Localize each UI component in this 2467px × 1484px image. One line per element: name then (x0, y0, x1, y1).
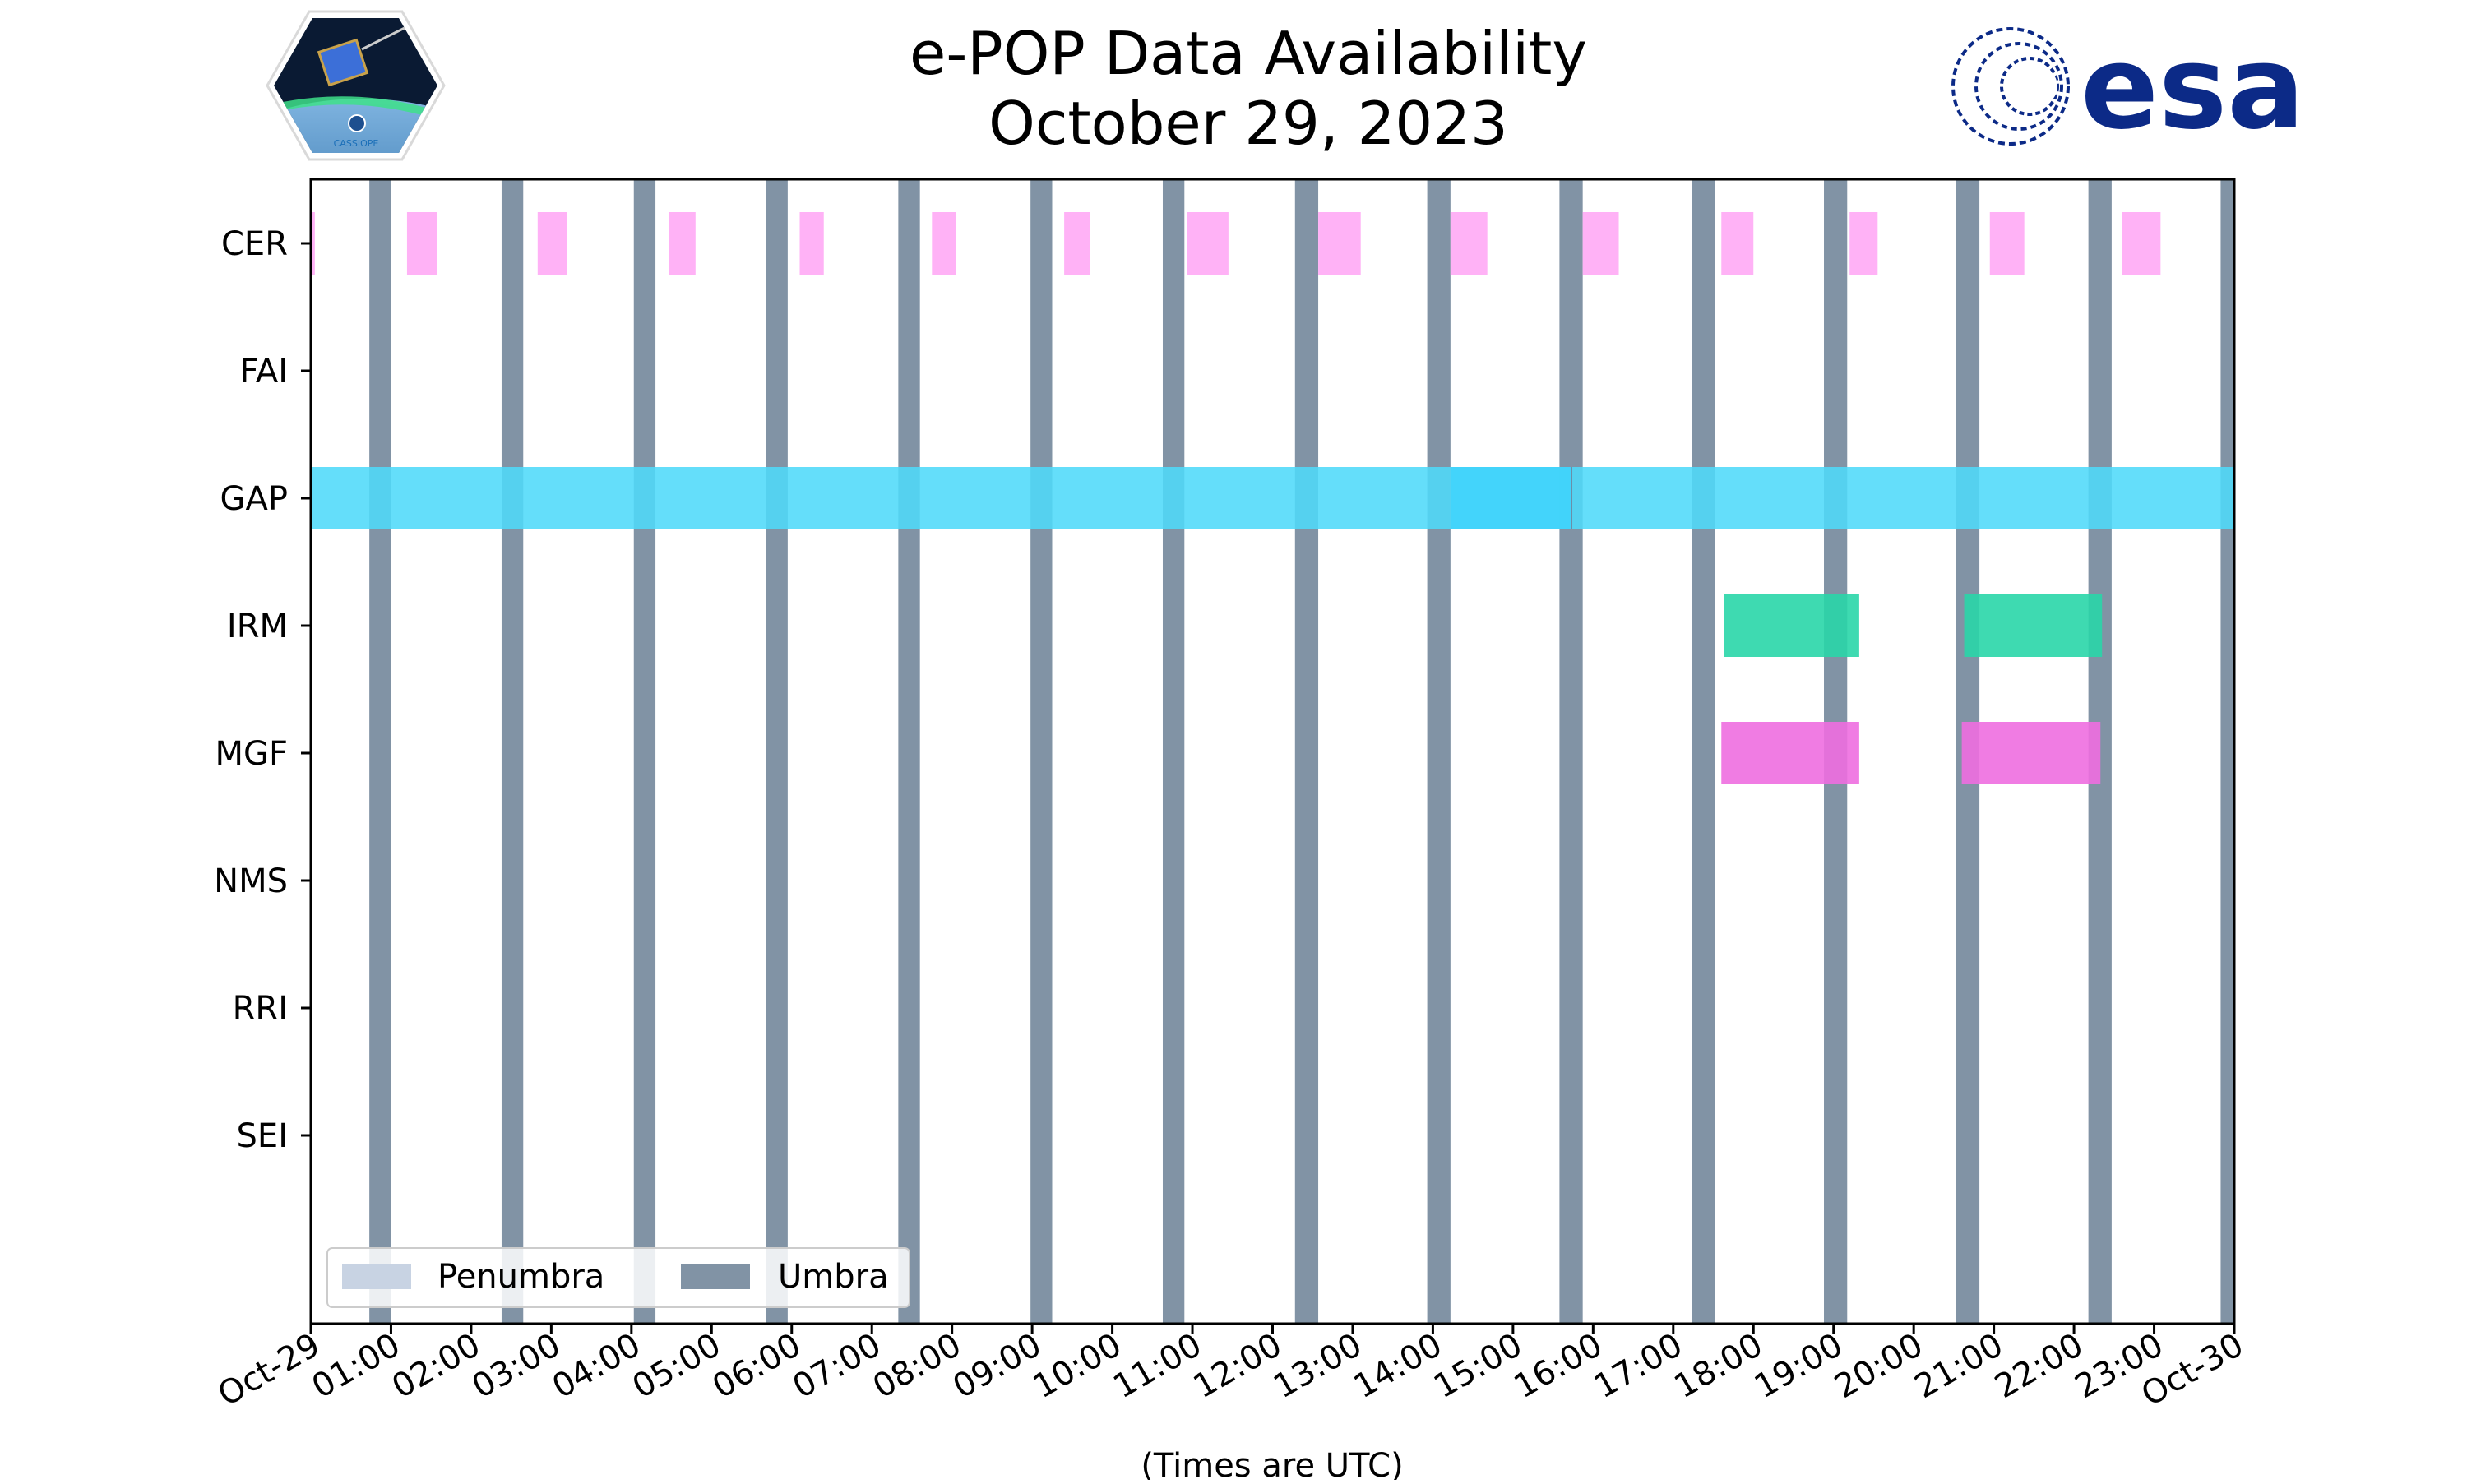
umbra-band (2220, 179, 2234, 1324)
x-tick-label: 22:00 (1988, 1326, 2090, 1406)
y-tick-label-fai: FAI (240, 353, 289, 391)
x-tick-label: 21:00 (1909, 1326, 2010, 1406)
x-tick-label: 05:00 (626, 1326, 727, 1406)
y-axis: CER FAI GAP IRM MGF NMS RRI SEI (214, 225, 311, 1155)
x-tick-label: 04:00 (546, 1326, 647, 1406)
y-tick-label-nms: NMS (214, 862, 288, 900)
data-bar-cer (1318, 212, 1361, 275)
x-tick-label: 11:00 (1107, 1326, 1208, 1406)
umbra-band (501, 179, 524, 1324)
data-bar-gap (311, 467, 2234, 529)
umbra-band (1427, 179, 1451, 1324)
legend-swatch-umbra (681, 1264, 750, 1289)
umbra-band (633, 179, 656, 1324)
plot-area (311, 179, 2234, 1324)
legend-swatch-penumbra (342, 1264, 411, 1289)
x-tick-label: 08:00 (867, 1326, 968, 1406)
y-tick-label-cer: CER (221, 225, 288, 263)
data-bar-cer (1849, 212, 1878, 275)
y-tick-label-mgf: MGF (215, 735, 288, 773)
x-tick-label: 15:00 (1428, 1326, 1529, 1406)
x-axis-label: (Times are UTC) (1141, 1447, 1403, 1480)
x-tick-label: 07:00 (786, 1326, 887, 1406)
data-bar-cer (537, 212, 567, 275)
x-axis: Oct-2901:0002:0003:0004:0005:0006:0007:0… (212, 1324, 2250, 1414)
x-tick-label: 20:00 (1828, 1326, 1929, 1406)
x-tick-label: 13:00 (1267, 1326, 1368, 1406)
x-tick-label: 02:00 (386, 1326, 487, 1406)
chart-title: e-POP Data Availability (910, 19, 1587, 88)
data-bar-cer (1989, 212, 2025, 275)
umbra-band (1030, 179, 1053, 1324)
x-tick-label: 19:00 (1748, 1326, 1849, 1406)
legend: Penumbra Umbra (326, 1247, 910, 1308)
data-bar-mgf (1961, 722, 2101, 784)
data-bar-cer (1582, 212, 1619, 275)
data-bar-cer (932, 212, 956, 275)
x-tick-label: 16:00 (1507, 1326, 1608, 1406)
umbra-band (1294, 179, 1319, 1324)
data-bar-gap-overlap (1450, 467, 1572, 529)
y-tick-label-irm: IRM (227, 608, 288, 645)
umbra-band (1692, 179, 1715, 1324)
data-bar-cer (669, 212, 696, 275)
data-bar-cer (2122, 212, 2161, 275)
umbra-band (1162, 179, 1185, 1324)
data-bar-cer (799, 212, 824, 275)
x-tick-label: 12:00 (1187, 1326, 1289, 1406)
data-bar-cer (1187, 212, 1229, 275)
data-bar-cer (311, 212, 315, 275)
y-tick-label-gap: GAP (220, 480, 288, 518)
y-tick-label-rri: RRI (233, 990, 288, 1028)
x-tick-label: 14:00 (1348, 1326, 1449, 1406)
x-tick-label: 09:00 (947, 1326, 1048, 1406)
x-tick-label: 17:00 (1588, 1326, 1689, 1406)
umbra-band (369, 179, 391, 1324)
umbra-band (898, 179, 920, 1324)
data-bar-cer (406, 212, 437, 275)
esa-logo: esa (1951, 21, 2305, 155)
data-bar-cer (1064, 212, 1090, 275)
legend-label-umbra: Umbra (778, 1258, 889, 1296)
data-bar-cer (1721, 212, 1754, 275)
x-tick-label: 03:00 (466, 1326, 567, 1406)
umbra-band (766, 179, 788, 1324)
chart-subtitle: October 29, 2023 (988, 89, 1508, 158)
cassiope-caption: CASSIOPE (334, 138, 379, 149)
data-bar-mgf (1721, 722, 1859, 784)
x-tick-label: 10:00 (1027, 1326, 1128, 1406)
x-tick-label: 01:00 (306, 1326, 407, 1406)
y-tick-label-sei: SEI (237, 1117, 288, 1155)
umbra-band (1559, 179, 1583, 1324)
data-bar-irm (1724, 594, 1859, 657)
esa-logo-text: esa (2081, 21, 2305, 155)
legend-label-penumbra: Penumbra (437, 1258, 604, 1296)
x-tick-label: 06:00 (706, 1326, 808, 1406)
x-tick-label: 18:00 (1668, 1326, 1769, 1406)
cassiope-logo: CASSIOPE (266, 10, 446, 161)
data-bar-cer (1450, 212, 1488, 275)
x-tick-label: Oct-29 (212, 1326, 326, 1414)
data-bar-irm (1964, 594, 2103, 657)
legend-box (326, 1247, 910, 1308)
plot-frame (309, 178, 2236, 1325)
